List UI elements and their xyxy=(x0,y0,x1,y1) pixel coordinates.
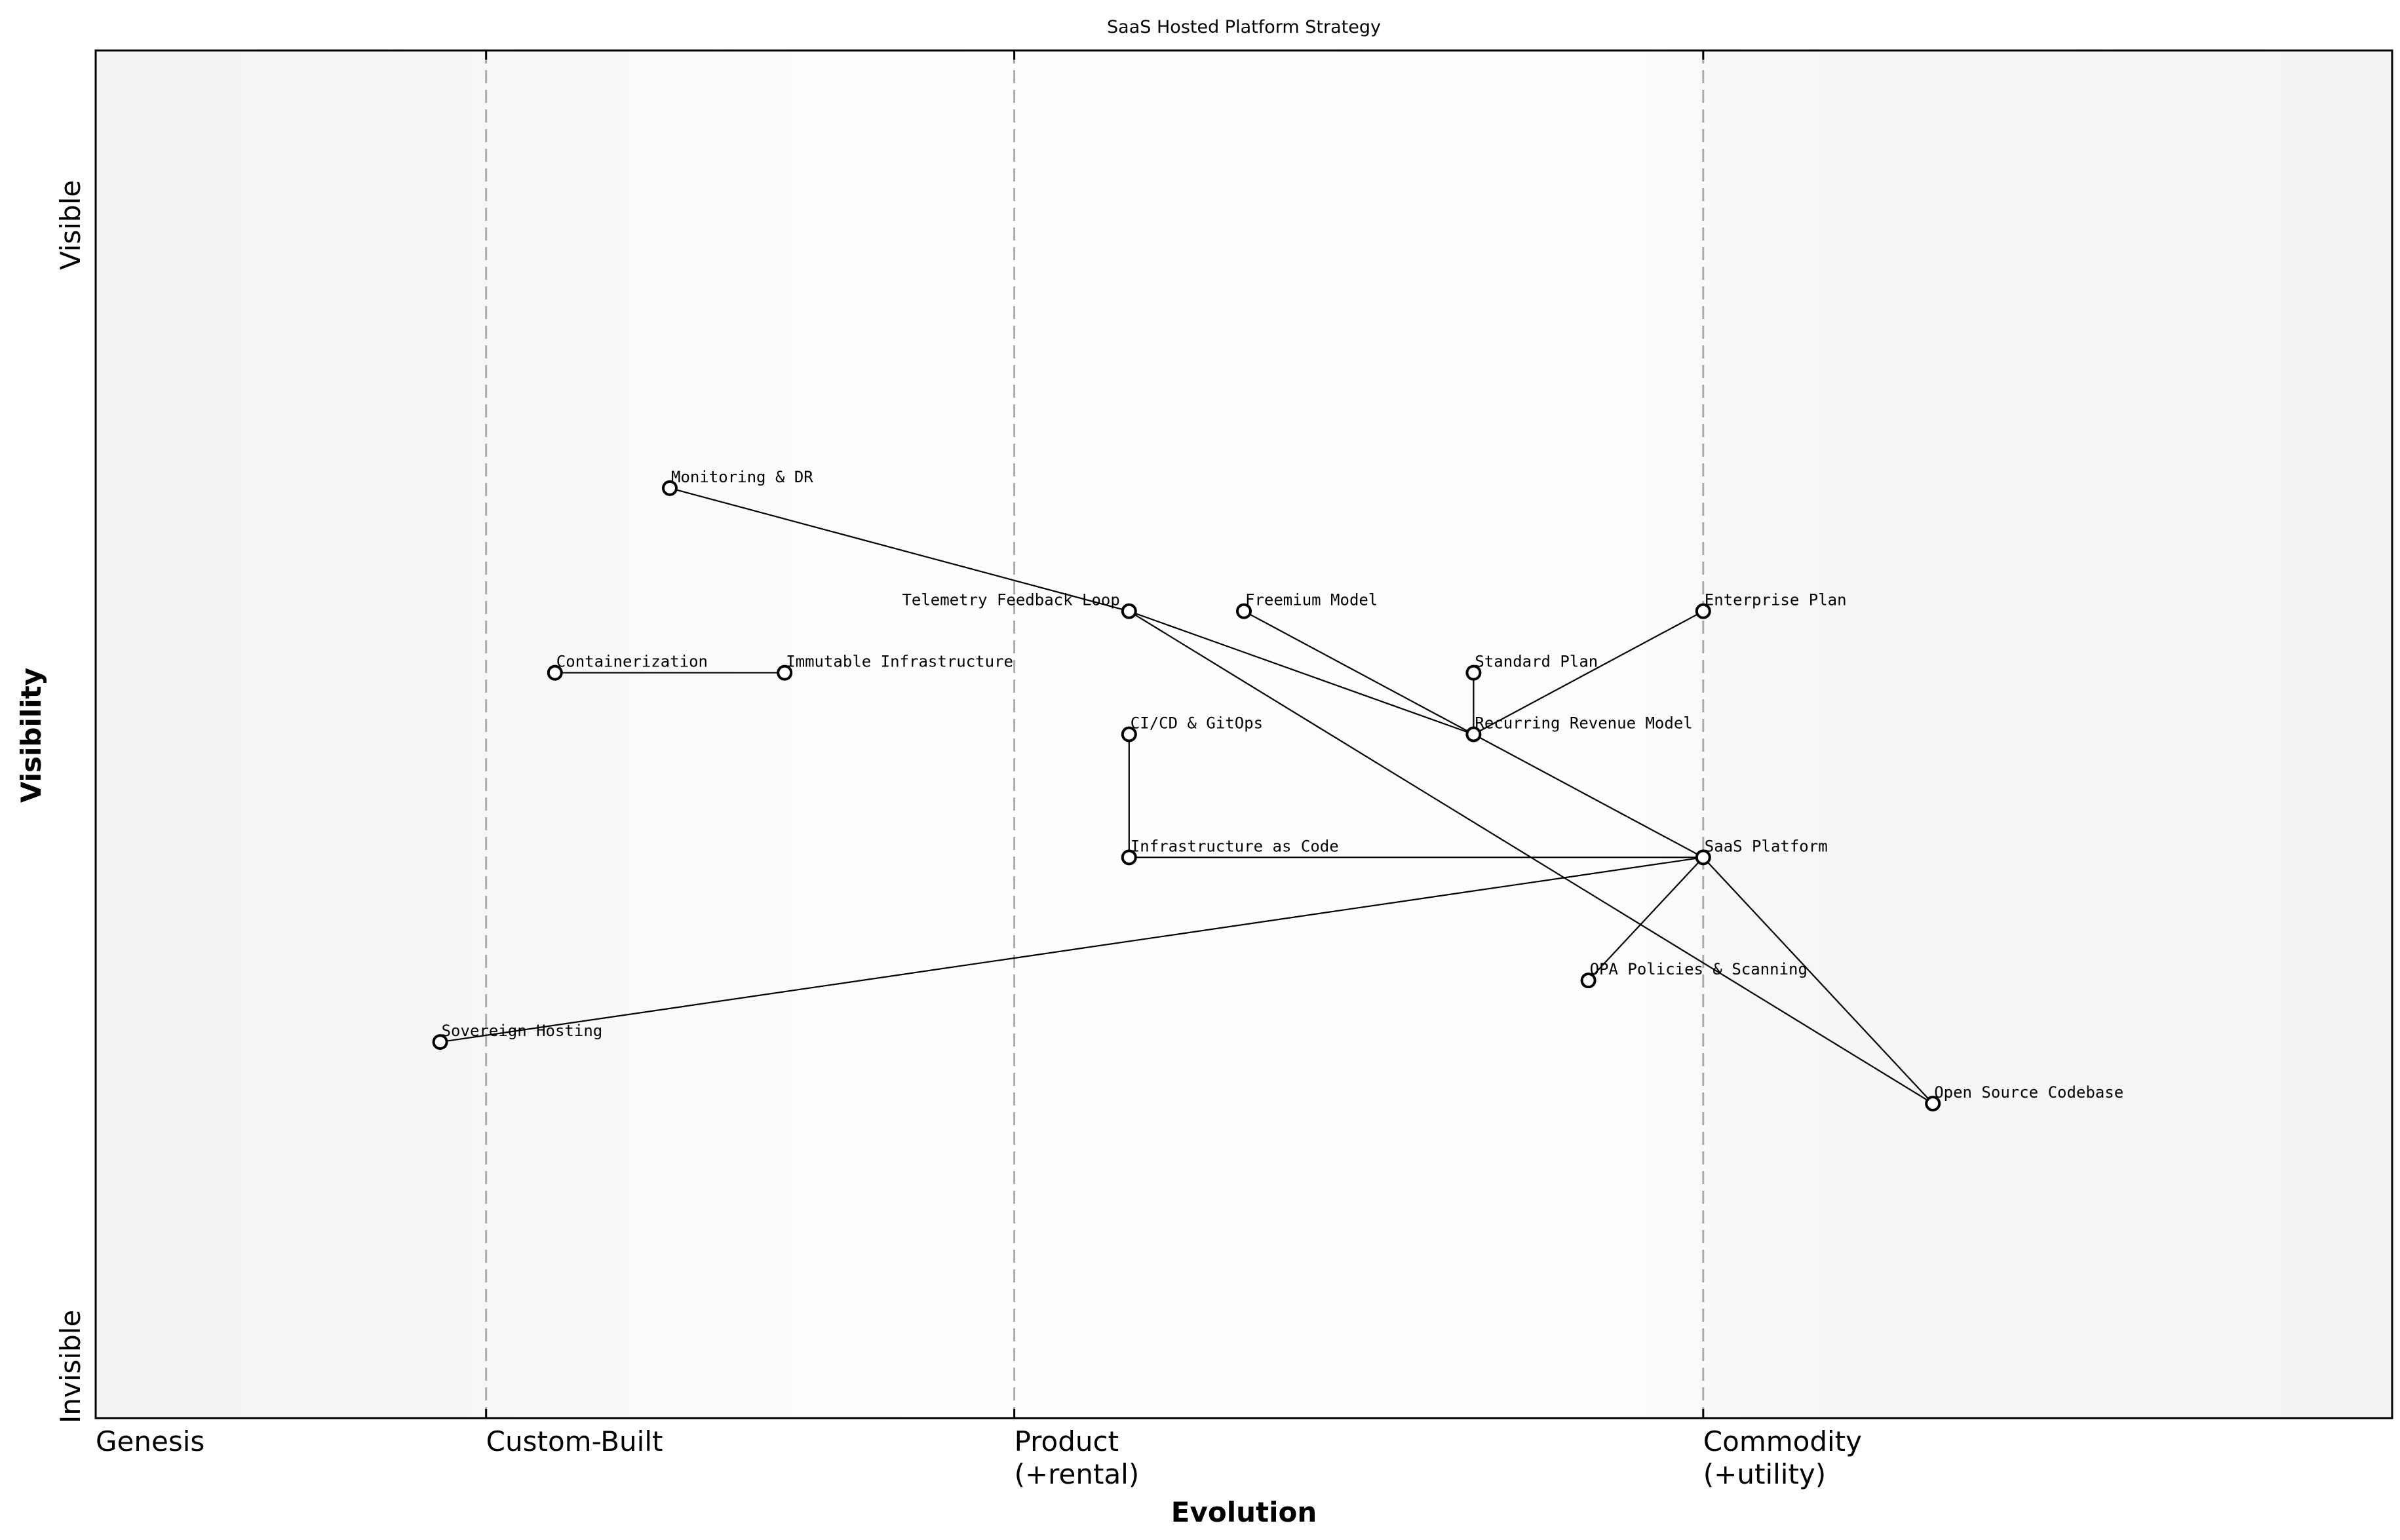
component-node: Containerization xyxy=(547,653,708,681)
stage-label: Product (+rental) xyxy=(1015,1425,1140,1490)
component-label: Immutable Infrastructure xyxy=(786,653,1013,671)
component-link xyxy=(669,487,1130,612)
stage-label: Commodity (+utility) xyxy=(1703,1425,1862,1490)
component-marker xyxy=(1465,664,1482,681)
component-node: Telemetry Feedback Loop xyxy=(902,591,1137,619)
component-marker xyxy=(1465,726,1482,742)
component-node: Open Source Codebase xyxy=(1925,1083,2123,1111)
component-link xyxy=(1129,610,1474,735)
component-node: Recurring Revenue Model xyxy=(1465,714,1693,742)
component-marker xyxy=(547,664,563,681)
component-node: Standard Plan xyxy=(1465,653,1598,681)
component-link xyxy=(1473,733,1704,858)
component-label: Open Source Codebase xyxy=(1934,1083,2123,1102)
component-label: Infrastructure as Code xyxy=(1131,837,1339,855)
component-label: Standard Plan xyxy=(1475,653,1598,671)
component-label: Telemetry Feedback Loop xyxy=(902,591,1119,609)
component-marker xyxy=(1695,603,1711,619)
component-marker xyxy=(1121,726,1137,742)
component-marker xyxy=(1925,1095,1941,1111)
component-node: Monitoring & DR xyxy=(662,468,813,496)
y-tick-invisible: Invisible xyxy=(54,1310,87,1423)
component-label: Enterprise Plan xyxy=(1705,591,1847,609)
plot-frame xyxy=(94,49,2393,1419)
component-label: Recurring Revenue Model xyxy=(1475,714,1692,733)
component-link xyxy=(1243,610,1474,735)
y-tick-visible: Visible xyxy=(54,180,87,270)
plot-background xyxy=(96,50,2392,1418)
component-marker xyxy=(1121,849,1137,866)
component-node: CI/CD & GitOps xyxy=(1121,714,1263,742)
component-marker xyxy=(432,1034,448,1050)
component-label: CI/CD & GitOps xyxy=(1131,714,1263,733)
component-label: OPA Policies & Scanning xyxy=(1590,960,1808,978)
component-node: Freemium Model xyxy=(1236,591,1378,619)
x-axis-label: Evolution xyxy=(1171,1496,1317,1528)
component-label: Containerization xyxy=(556,653,708,671)
component-link xyxy=(1473,610,1704,735)
component-node: Sovereign Hosting xyxy=(432,1022,603,1050)
component-node: Infrastructure as Code xyxy=(1121,837,1339,866)
chart-title: SaaS Hosted Platform Strategy xyxy=(1107,17,1381,37)
component-node: SaaS Platform xyxy=(1695,837,1828,866)
component-label: Sovereign Hosting xyxy=(442,1022,603,1040)
component-node: Immutable Infrastructure xyxy=(777,653,1013,681)
component-label: Freemium Model xyxy=(1245,591,1378,609)
component-node: Enterprise Plan xyxy=(1695,591,1847,619)
component-label: Monitoring & DR xyxy=(671,468,813,486)
component-marker xyxy=(1580,972,1597,989)
component-link xyxy=(1702,857,1934,1104)
stage-label: Genesis xyxy=(96,1425,204,1457)
component-link xyxy=(1587,857,1704,981)
y-axis-label: Visibility xyxy=(15,668,47,803)
component-node: OPA Policies & Scanning xyxy=(1580,960,1808,989)
component-marker xyxy=(1121,603,1137,619)
component-marker xyxy=(1695,849,1711,866)
component-link xyxy=(440,857,1703,1043)
component-marker xyxy=(777,664,793,681)
stage-label: Custom-Built xyxy=(486,1425,663,1457)
component-marker xyxy=(1236,603,1252,619)
component-label: SaaS Platform xyxy=(1705,837,1828,855)
component-marker xyxy=(662,480,678,496)
